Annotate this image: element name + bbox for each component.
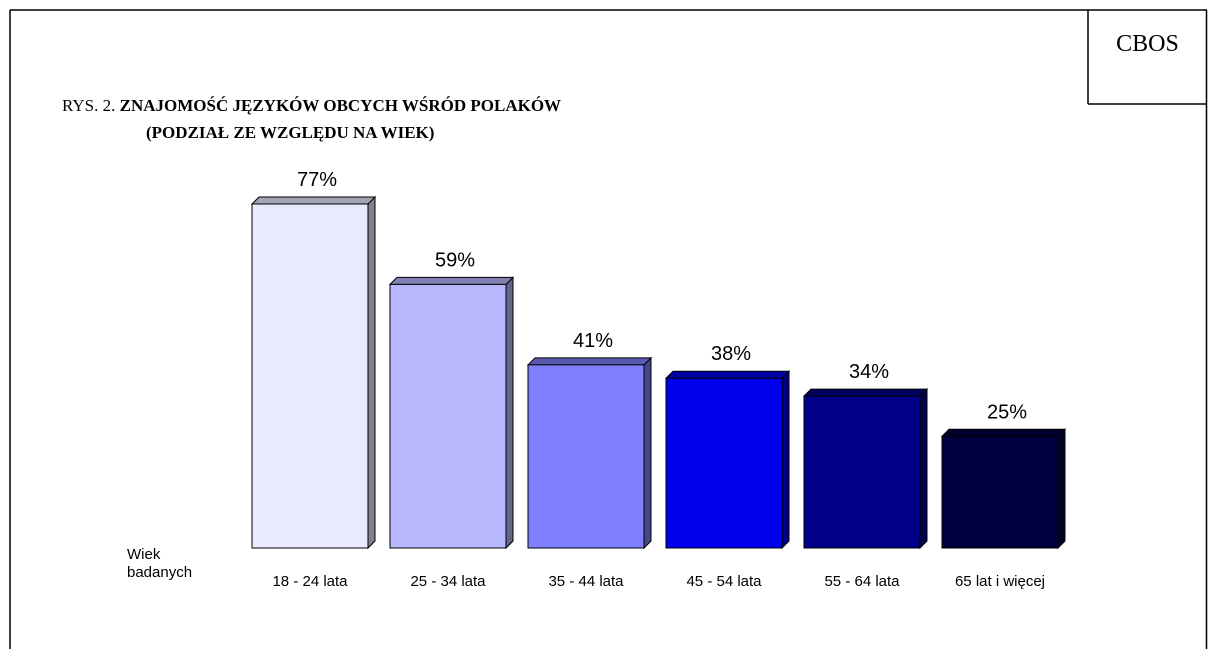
value-label: 41%: [573, 330, 613, 352]
x-tick-label: 35 - 44 lata: [548, 573, 624, 590]
bar: [527, 364, 645, 549]
x-axis-label: Wiek badanych: [127, 546, 193, 581]
bar-side: [643, 356, 652, 550]
bar-side: [505, 276, 514, 550]
title-line: RYS. 2. ZNAJOMOŚĆ JĘZYKÓW OBCYCH WŚRÓD P…: [62, 92, 561, 119]
bar: [665, 377, 783, 549]
brand: CBOS: [1116, 31, 1179, 57]
value-label: 59%: [435, 249, 475, 271]
bar-top: [802, 388, 929, 397]
bar: [251, 203, 369, 549]
bar-top: [526, 357, 653, 366]
bar-top: [388, 276, 515, 285]
bar-top: [940, 428, 1067, 437]
bar-side: [781, 370, 790, 550]
bar: [389, 283, 507, 549]
value-label: 38%: [711, 343, 751, 365]
bar-side: [367, 195, 376, 550]
bar-side: [919, 387, 928, 550]
x-tick-label: 18 - 24 lata: [272, 573, 348, 590]
x-tick-label: 55 - 64 lata: [824, 573, 900, 590]
bar: [941, 435, 1059, 549]
x-tick-label: 65 lat i więcej: [955, 573, 1045, 590]
value-label: 34%: [849, 361, 889, 383]
figure-label: RYS. 2.: [62, 96, 116, 115]
bar: [803, 395, 921, 549]
chart-subtitle: (PODZIAŁ ZE WZGLĘDU NA WIEK): [146, 123, 435, 142]
x-tick-label: 45 - 54 lata: [686, 573, 762, 590]
bar-top: [664, 370, 791, 379]
value-label: 77%: [297, 169, 337, 191]
bar-side: [1057, 428, 1066, 550]
chart-title: ZNAJOMOŚĆ JĘZYKÓW OBCYCH WŚRÓD POLAKÓW: [119, 96, 562, 115]
bar-top: [250, 196, 377, 205]
value-label: 25%: [987, 401, 1027, 423]
x-tick-label: 25 - 34 lata: [410, 573, 486, 590]
bars: 77% 18 - 24 lata 59% 25 - 34 lata 41% 35 - 44…: [250, 169, 1067, 590]
